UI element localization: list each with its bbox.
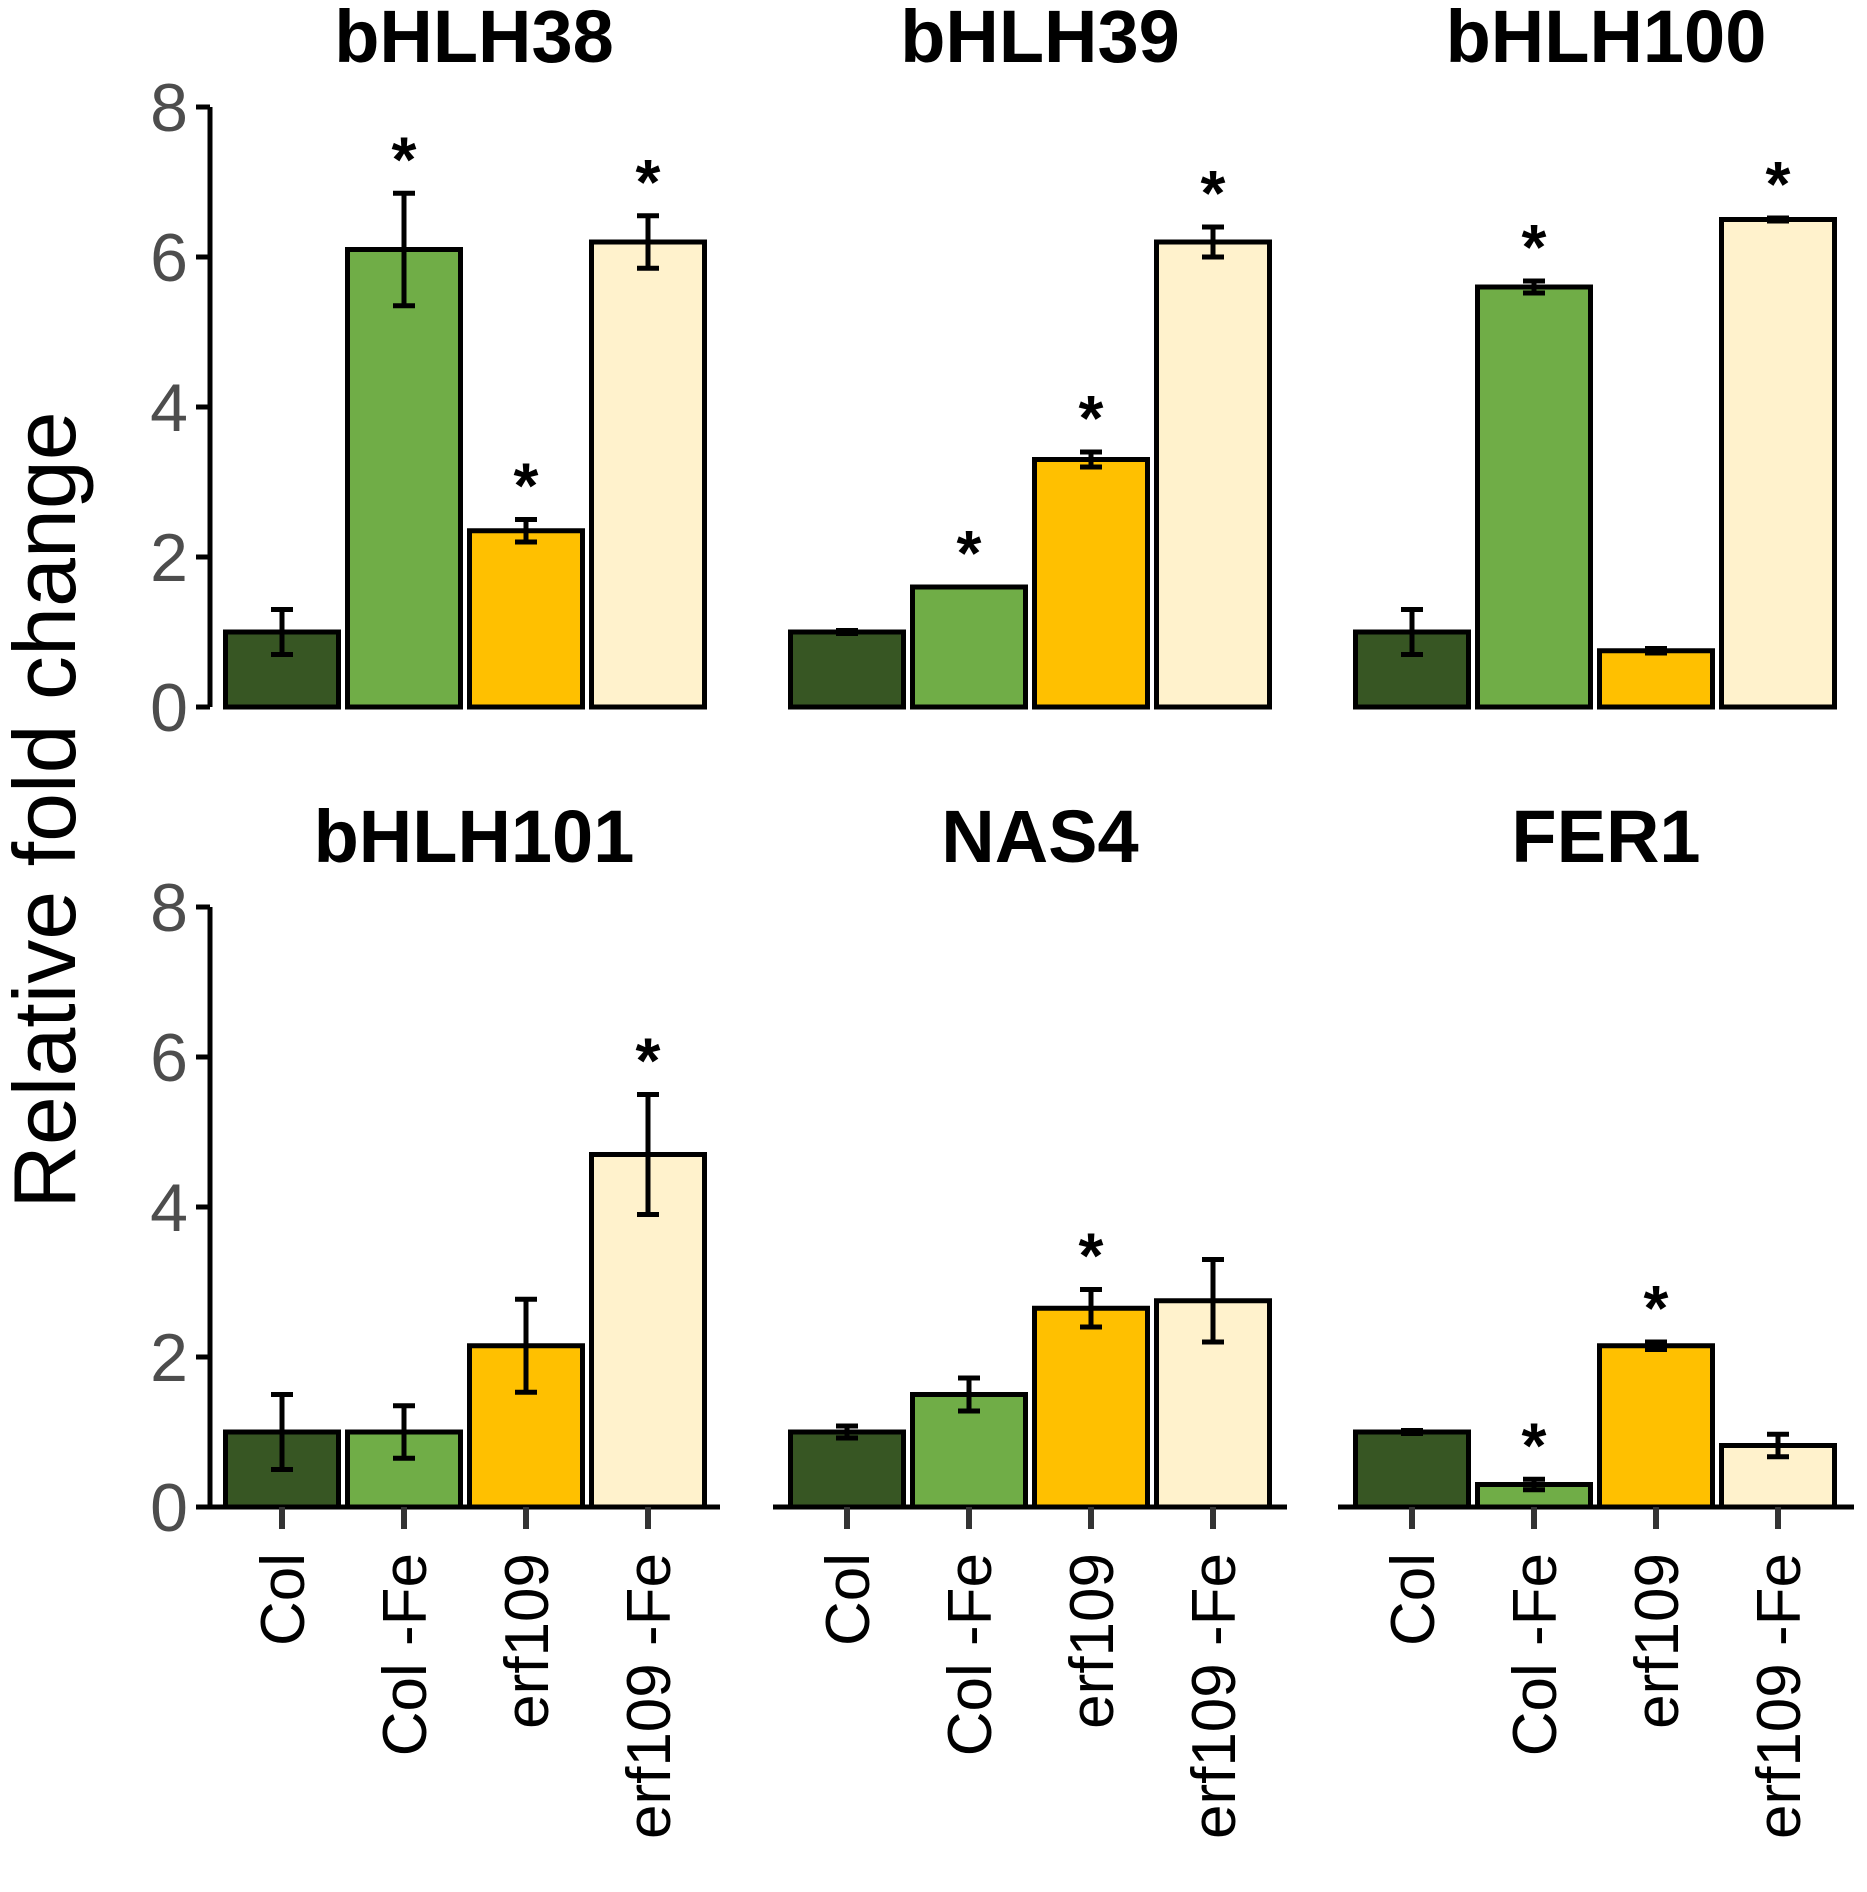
error-bar bbox=[1523, 1476, 1545, 1493]
y-tick-label: 0 bbox=[150, 1470, 188, 1546]
panel-title: bHLH39 bbox=[900, 0, 1180, 78]
error-bar bbox=[1401, 607, 1423, 657]
error-bar bbox=[1202, 1257, 1224, 1345]
panel-title: bHLH101 bbox=[314, 795, 635, 878]
error-bar bbox=[637, 1092, 659, 1217]
error-bar bbox=[515, 517, 537, 545]
x-tick-label: erf109 bbox=[493, 1553, 562, 1729]
significance-star: * bbox=[1201, 157, 1226, 229]
significance-star: * bbox=[1766, 148, 1791, 220]
x-tick-label: erf109 bbox=[1058, 1553, 1127, 1729]
x-tick-label: erf109 -Fe bbox=[1745, 1553, 1814, 1839]
panel-bhlh38: bHLH38 0 2 4 6 8 * * * bbox=[150, 0, 707, 746]
significance-star: * bbox=[1079, 1220, 1104, 1292]
y-tick-label: 6 bbox=[150, 220, 188, 296]
x-tick-label: Col -Fe bbox=[1501, 1553, 1570, 1756]
bar-col bbox=[1353, 1429, 1471, 1510]
error-bar bbox=[1523, 278, 1545, 296]
plot-layer: bHLH38 0 2 4 6 8 * * * bHLH39 * * * bHLH100 * * bHLH101 0… bbox=[150, 0, 1854, 1839]
panel-title: bHLH38 bbox=[334, 0, 614, 78]
error-bar bbox=[836, 1423, 858, 1441]
x-tick-label: Col bbox=[249, 1553, 318, 1646]
x-tick-label: Col -Fe bbox=[936, 1553, 1005, 1756]
bar-erf109 bbox=[467, 528, 585, 710]
significance-star: * bbox=[514, 450, 539, 522]
panel-title: NAS4 bbox=[941, 795, 1138, 878]
x-tick-label: erf109 -Fe bbox=[1180, 1553, 1249, 1839]
bar-erf109 bbox=[1597, 1343, 1715, 1510]
panel-title: FER1 bbox=[1511, 795, 1700, 878]
bar-erf109 bbox=[1032, 457, 1150, 710]
y-axis-label: Relative fold change bbox=[0, 411, 94, 1208]
bar-col bbox=[788, 1429, 906, 1510]
y-tick-label: 0 bbox=[150, 670, 188, 746]
error-bar bbox=[1645, 646, 1667, 656]
error-bar bbox=[515, 1296, 537, 1395]
significance-star: * bbox=[1522, 1409, 1547, 1481]
x-tick-label: Col bbox=[1379, 1553, 1448, 1646]
error-bar bbox=[1080, 449, 1102, 470]
error-bar bbox=[1645, 1339, 1667, 1352]
y-tick-label: 4 bbox=[150, 370, 188, 446]
error-bar bbox=[1401, 1428, 1423, 1436]
bar-erf109-fe bbox=[1154, 239, 1272, 710]
panel-bhlh100: bHLH100 * * bbox=[1353, 0, 1837, 710]
x-tick-label: erf109 -Fe bbox=[615, 1553, 684, 1839]
bar-erf109-fe bbox=[589, 239, 707, 710]
error-bar bbox=[958, 1375, 980, 1414]
bar-col-fe bbox=[910, 584, 1028, 710]
error-bar bbox=[393, 1403, 415, 1461]
bar-erf109 bbox=[1032, 1305, 1150, 1510]
error-bar bbox=[1767, 1431, 1789, 1460]
panel-title: bHLH100 bbox=[1446, 0, 1767, 78]
error-bar bbox=[393, 190, 415, 309]
bar-col-fe bbox=[345, 247, 463, 710]
y-tick-label: 2 bbox=[150, 520, 188, 596]
y-tick-label: 8 bbox=[150, 70, 188, 146]
significance-star: * bbox=[1079, 382, 1104, 454]
bar-col-fe bbox=[1475, 284, 1593, 710]
significance-star: * bbox=[1644, 1272, 1669, 1344]
error-bar bbox=[1202, 224, 1224, 260]
y-tick-label: 4 bbox=[150, 1170, 188, 1246]
panel-bhlh101: bHLH101 0 2 4 6 8 Col Col -Fe erf109 * erf109 -Fe bbox=[150, 795, 720, 1839]
y-tick-label: 8 bbox=[150, 870, 188, 946]
x-tick-label: Col -Fe bbox=[371, 1553, 440, 1756]
significance-star: * bbox=[1522, 211, 1547, 283]
error-bar bbox=[271, 607, 293, 657]
error-bar bbox=[637, 213, 659, 271]
error-bar bbox=[271, 1392, 293, 1472]
significance-star: * bbox=[636, 1025, 661, 1097]
x-tick-label: erf109 bbox=[1623, 1553, 1692, 1729]
y-tick-label: 2 bbox=[150, 1320, 188, 1396]
error-bar bbox=[1767, 215, 1789, 224]
panel-nas4: NAS4 Col Col -Fe * erf109 erf109 -Fe bbox=[773, 795, 1287, 1839]
panel-fer1: FER1 Col * Col -Fe * erf109 erf109 -Fe bbox=[1338, 795, 1854, 1839]
significance-star: * bbox=[392, 123, 417, 195]
error-bar bbox=[1080, 1287, 1102, 1330]
significance-star: * bbox=[636, 146, 661, 218]
panel-bhlh39: bHLH39 * * * bbox=[788, 0, 1272, 710]
x-tick-label: Col bbox=[814, 1553, 883, 1646]
y-tick-label: 6 bbox=[150, 1020, 188, 1096]
bar-erf109 bbox=[1597, 648, 1715, 710]
bar-erf109-fe bbox=[1719, 217, 1837, 710]
bar-col bbox=[788, 629, 906, 710]
significance-star: * bbox=[957, 517, 982, 589]
error-bar bbox=[836, 628, 858, 636]
